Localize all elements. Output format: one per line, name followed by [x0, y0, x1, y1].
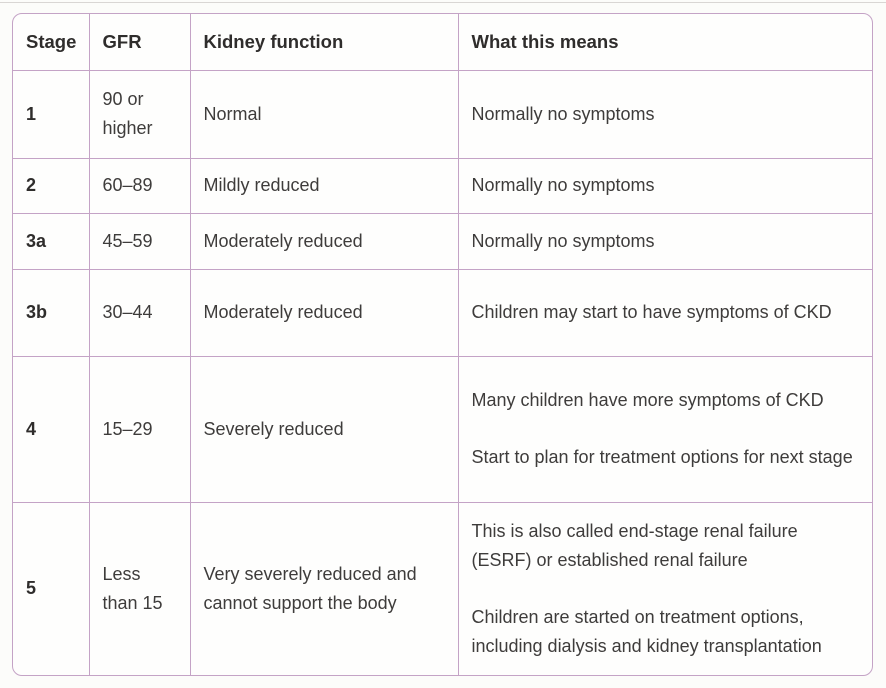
column-header-gfr: GFR: [88, 14, 191, 71]
column-header-what-this-means: What this means: [457, 14, 872, 71]
cell-what-this-means: Normally no symptoms: [457, 157, 872, 214]
page-top-divider: [0, 2, 886, 3]
column-header-kidney-function: Kidney function: [189, 14, 459, 71]
table-row: 4 15–29 Severely reduced Many children h…: [13, 355, 872, 503]
table-row: 5 Less than 15 Very severely reduced and…: [13, 501, 872, 675]
means-paragraph: Children are started on treatment option…: [471, 606, 822, 656]
cell-gfr: 30–44: [88, 268, 191, 357]
table-row: 2 60–89 Mildly reduced Normally no sympt…: [13, 157, 872, 214]
cell-kidney-function: Normal: [189, 69, 459, 159]
cell-stage: 3a: [13, 212, 90, 270]
cell-what-this-means: Normally no symptoms: [457, 69, 872, 159]
header-row: Stage GFR Kidney function What this mean…: [13, 14, 872, 71]
cell-what-this-means: Many children have more symptoms of CKD …: [457, 355, 872, 503]
cell-stage: 2: [13, 157, 90, 214]
cell-kidney-function: Moderately reduced: [189, 212, 459, 270]
cell-stage: 3b: [13, 268, 90, 357]
cell-gfr: 60–89: [88, 157, 191, 214]
cell-stage: 4: [13, 355, 90, 503]
cell-gfr: Less than 15: [88, 501, 191, 675]
column-header-stage: Stage: [13, 14, 90, 71]
means-paragraph: Start to plan for treatment options for …: [471, 447, 853, 467]
table-row: 1 90 or higher Normal Normally no sympto…: [13, 69, 872, 159]
means-paragraph: Children may start to have symptoms of C…: [471, 302, 832, 322]
means-paragraph: Normally no symptoms: [471, 175, 655, 195]
cell-kidney-function: Severely reduced: [189, 355, 459, 503]
means-paragraph: This is also called end-stage renal fail…: [471, 520, 798, 570]
table-row: 3a 45–59 Moderately reduced Normally no …: [13, 212, 872, 270]
cell-stage: 1: [13, 69, 90, 159]
cell-gfr: 90 or higher: [88, 69, 191, 159]
table-row: 3b 30–44 Moderately reduced Children may…: [13, 268, 872, 357]
means-paragraph: Many children have more symptoms of CKD: [471, 390, 824, 410]
cell-kidney-function: Very severely reduced and cannot support…: [189, 501, 459, 675]
cell-what-this-means: This is also called end-stage renal fail…: [457, 501, 872, 675]
means-paragraph: Normally no symptoms: [471, 103, 655, 124]
means-paragraph: Normally no symptoms: [471, 230, 655, 251]
cell-gfr: 45–59: [88, 212, 191, 270]
cell-what-this-means: Normally no symptoms: [457, 212, 872, 270]
cell-kidney-function: Moderately reduced: [189, 268, 459, 357]
cell-gfr: 15–29: [88, 355, 191, 503]
cell-what-this-means: Children may start to have symptoms of C…: [457, 268, 872, 357]
cell-kidney-function: Mildly reduced: [189, 157, 459, 214]
cell-stage: 5: [13, 501, 90, 675]
ckd-stages-table: Stage GFR Kidney function What this mean…: [12, 13, 873, 676]
